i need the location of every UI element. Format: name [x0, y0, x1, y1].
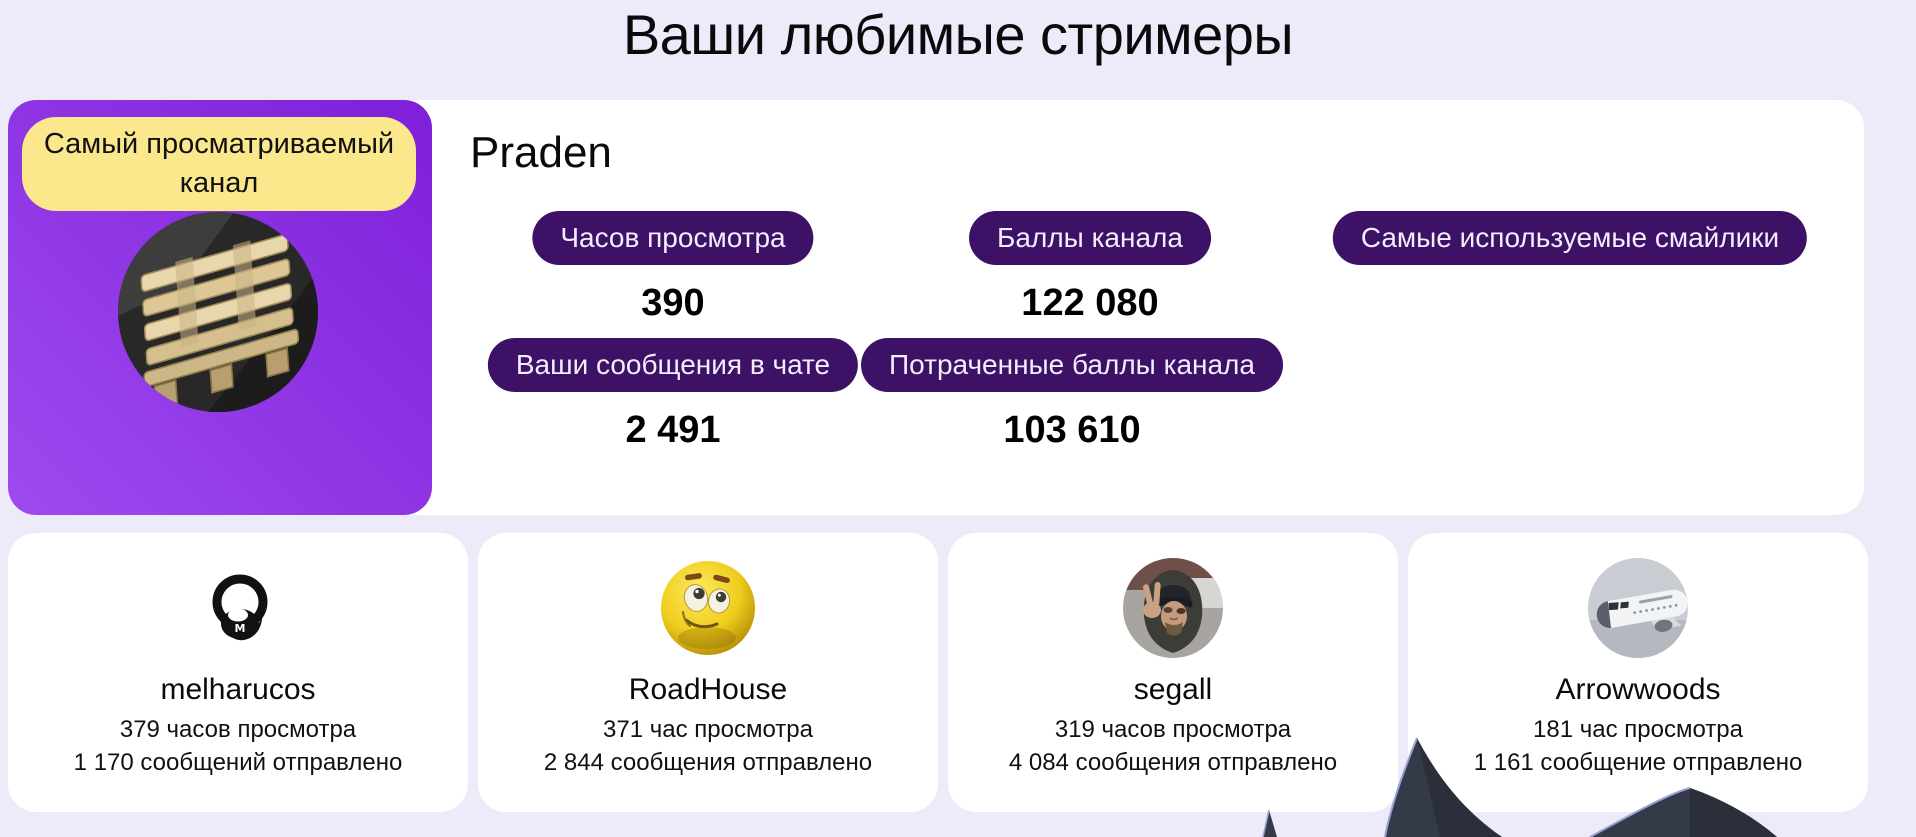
most-used-emotes: Самые используемые смайлики — [1332, 211, 1808, 265]
top-channel-purple-panel: Самый просматриваемый канал — [8, 100, 432, 515]
doodle-logo-avatar-image: M — [188, 558, 288, 658]
streamer-name: melharucos — [160, 673, 316, 706]
stat-points-spent: Потраченные баллы канала 103 610 — [861, 338, 1283, 452]
streamer-hours: 181 час просмотра — [1533, 716, 1743, 743]
stat-channel-points: Баллы канала 122 080 — [969, 211, 1211, 325]
stat-hours-watched: Часов просмотра 390 — [532, 211, 814, 325]
channel-avatar — [118, 212, 318, 412]
hooded-man-avatar-image — [1123, 558, 1223, 658]
streamer-name: Arrowwoods — [1555, 673, 1721, 706]
channel-name: Praden — [470, 128, 612, 177]
smiley-avatar-image — [658, 558, 758, 658]
stat-value-hours-watched: 390 — [641, 282, 705, 324]
stat-value-points-spent: 103 610 — [1003, 409, 1141, 451]
streamer-card-arrowwoods[interactable]: Arrowwoods 181 час просмотра 1 161 сообщ… — [1408, 533, 1868, 812]
stat-pill-hours-watched: Часов просмотра — [532, 211, 814, 265]
streamer-avatar: M — [188, 558, 288, 658]
streamer-avatar — [1123, 558, 1223, 658]
streamer-name: RoadHouse — [628, 673, 788, 706]
stat-value-chat-messages: 2 491 — [625, 409, 721, 451]
most-watched-channel-badge: Самый просматриваемый канал — [22, 117, 416, 212]
wooden-pallet-avatar-image — [118, 212, 318, 412]
streamer-messages: 4 084 сообщения отправлено — [1008, 749, 1338, 776]
stat-pill-chat-messages: Ваши сообщения в чате — [487, 338, 859, 392]
stat-chat-messages: Ваши сообщения в чате 2 491 — [487, 338, 859, 452]
streamer-hours: 379 часов просмотра — [119, 716, 357, 743]
stat-value-channel-points: 122 080 — [1021, 282, 1159, 324]
streamer-card-melharucos[interactable]: M melharucos 379 часов просмотра 1 170 с… — [8, 533, 468, 812]
streamer-messages: 1 161 сообщение отправлено — [1473, 749, 1803, 776]
svg-text:M: M — [235, 622, 246, 635]
streamer-name: segall — [1133, 673, 1213, 706]
streamer-avatar — [658, 558, 758, 658]
streamer-card-roadhouse[interactable]: RoadHouse 371 час просмотра 2 844 сообще… — [478, 533, 938, 812]
top-channel-card: Самый просматриваемый канал — [8, 100, 1864, 515]
streamer-avatar — [1588, 558, 1688, 658]
airplane-avatar-image — [1588, 558, 1688, 658]
streamer-card-segall[interactable]: segall 319 часов просмотра 4 084 сообщен… — [948, 533, 1398, 812]
most-used-emotes-pill: Самые используемые смайлики — [1332, 211, 1808, 265]
stat-pill-points-spent: Потраченные баллы канала — [861, 338, 1283, 392]
streamer-messages: 1 170 сообщений отправлено — [73, 749, 403, 776]
page-title: Ваши любимые стримеры — [622, 3, 1294, 66]
streamer-hours: 319 часов просмотра — [1054, 716, 1292, 743]
stat-pill-channel-points: Баллы канала — [969, 211, 1211, 265]
streamer-hours: 371 час просмотра — [603, 716, 813, 743]
streamer-messages: 2 844 сообщения отправлено — [543, 749, 873, 776]
decorative-dark-wings-shape — [1262, 737, 1777, 837]
